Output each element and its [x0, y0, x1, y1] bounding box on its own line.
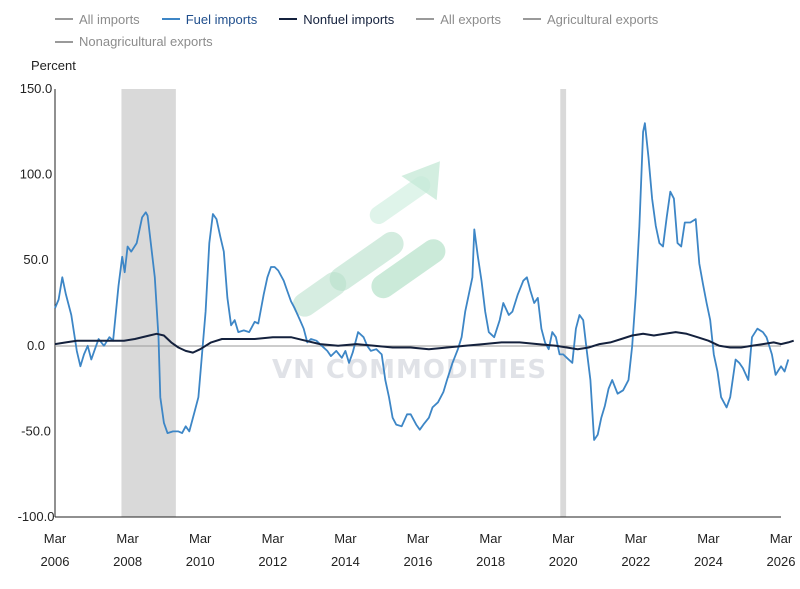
x-tick-month: Mar: [334, 531, 357, 546]
legend-swatch: [416, 18, 435, 20]
x-tick-year: 2014: [331, 554, 360, 569]
x-tick-year: 2018: [476, 554, 505, 569]
x-tick-year: 2008: [113, 554, 142, 569]
legend-label: Agricultural exports: [546, 11, 659, 27]
legend-label: Nonfuel imports: [303, 11, 395, 27]
x-tick-year: 2016: [404, 554, 433, 569]
y-tick-labels: -100.0 -50.0 0.0 50.0 100.0 150.0: [18, 81, 55, 524]
x-tick-year: 2010: [186, 554, 215, 569]
x-tick-year: 2020: [549, 554, 578, 569]
legend: All imports Fuel imports Nonfuel imports Al…: [55, 6, 755, 51]
x-tick-month: Mar: [116, 531, 139, 546]
legend-swatch: [55, 18, 73, 20]
x-tick-month: Mar: [552, 531, 575, 546]
x-tick-month: Mar: [407, 531, 430, 546]
legend-item-all-imports[interactable]: All imports: [55, 10, 140, 29]
y-axis-title: Percent: [31, 58, 76, 73]
legend-swatch: [55, 40, 73, 43]
x-tick-month: Mar: [262, 531, 285, 546]
legend-swatch: [522, 18, 541, 20]
legend-label: Fuel imports: [185, 11, 258, 27]
legend-item-agricultural-exports[interactable]: Agricultural exports: [522, 10, 659, 29]
x-tick-month: Mar: [697, 531, 720, 546]
watermark-text: VN COMMODITIES: [272, 355, 547, 385]
y-tick-label: 100.0: [20, 167, 53, 182]
series-lines: [54, 122, 795, 441]
y-tick-label: 150.0: [20, 81, 53, 96]
y-tick-label: -50.0: [21, 423, 51, 438]
x-tick-month: Mar: [189, 531, 212, 546]
x-tick-year: 2006: [41, 554, 70, 569]
y-tick-label: -100.0: [18, 509, 55, 524]
legend-label: Nonagricultural exports: [79, 34, 213, 49]
y-tick-label: 50.0: [23, 252, 48, 267]
x-tick-month: Mar: [770, 531, 793, 546]
x-tick-year: 2026: [767, 554, 796, 569]
series-line-fuel-imports: [54, 122, 790, 441]
watermark-logo: VN COMMODITIES: [272, 161, 547, 385]
recession-bands: [121, 89, 567, 517]
legend-label: All imports: [79, 11, 140, 27]
legend-item-nonagricultural-exports[interactable]: Nonagricultural exports: [55, 32, 213, 51]
legend-swatch: [279, 18, 298, 20]
legend-swatch: [161, 18, 180, 20]
y-tick-label: 0.0: [27, 338, 45, 353]
series-line-nonfuel-imports: [54, 331, 795, 354]
x-tick-year: 2022: [621, 554, 650, 569]
legend-item-all-exports[interactable]: All exports: [416, 10, 501, 29]
x-tick-year: 2012: [258, 554, 287, 569]
recession-band: [560, 89, 567, 517]
recession-band: [121, 89, 176, 517]
x-tick-labels: Mar 2006 Mar 2008 Mar 2010 Mar 2012 Mar 2014 Mar 20…: [41, 531, 796, 569]
x-tick-month: Mar: [44, 531, 67, 546]
legend-label: All exports: [440, 11, 501, 27]
x-tick-month: Mar: [625, 531, 648, 546]
legend-item-fuel-imports[interactable]: Fuel imports: [161, 10, 258, 29]
x-tick-year: 2024: [694, 554, 723, 569]
legend-item-nonfuel-imports[interactable]: Nonfuel imports: [279, 10, 394, 29]
x-tick-month: Mar: [479, 531, 502, 546]
